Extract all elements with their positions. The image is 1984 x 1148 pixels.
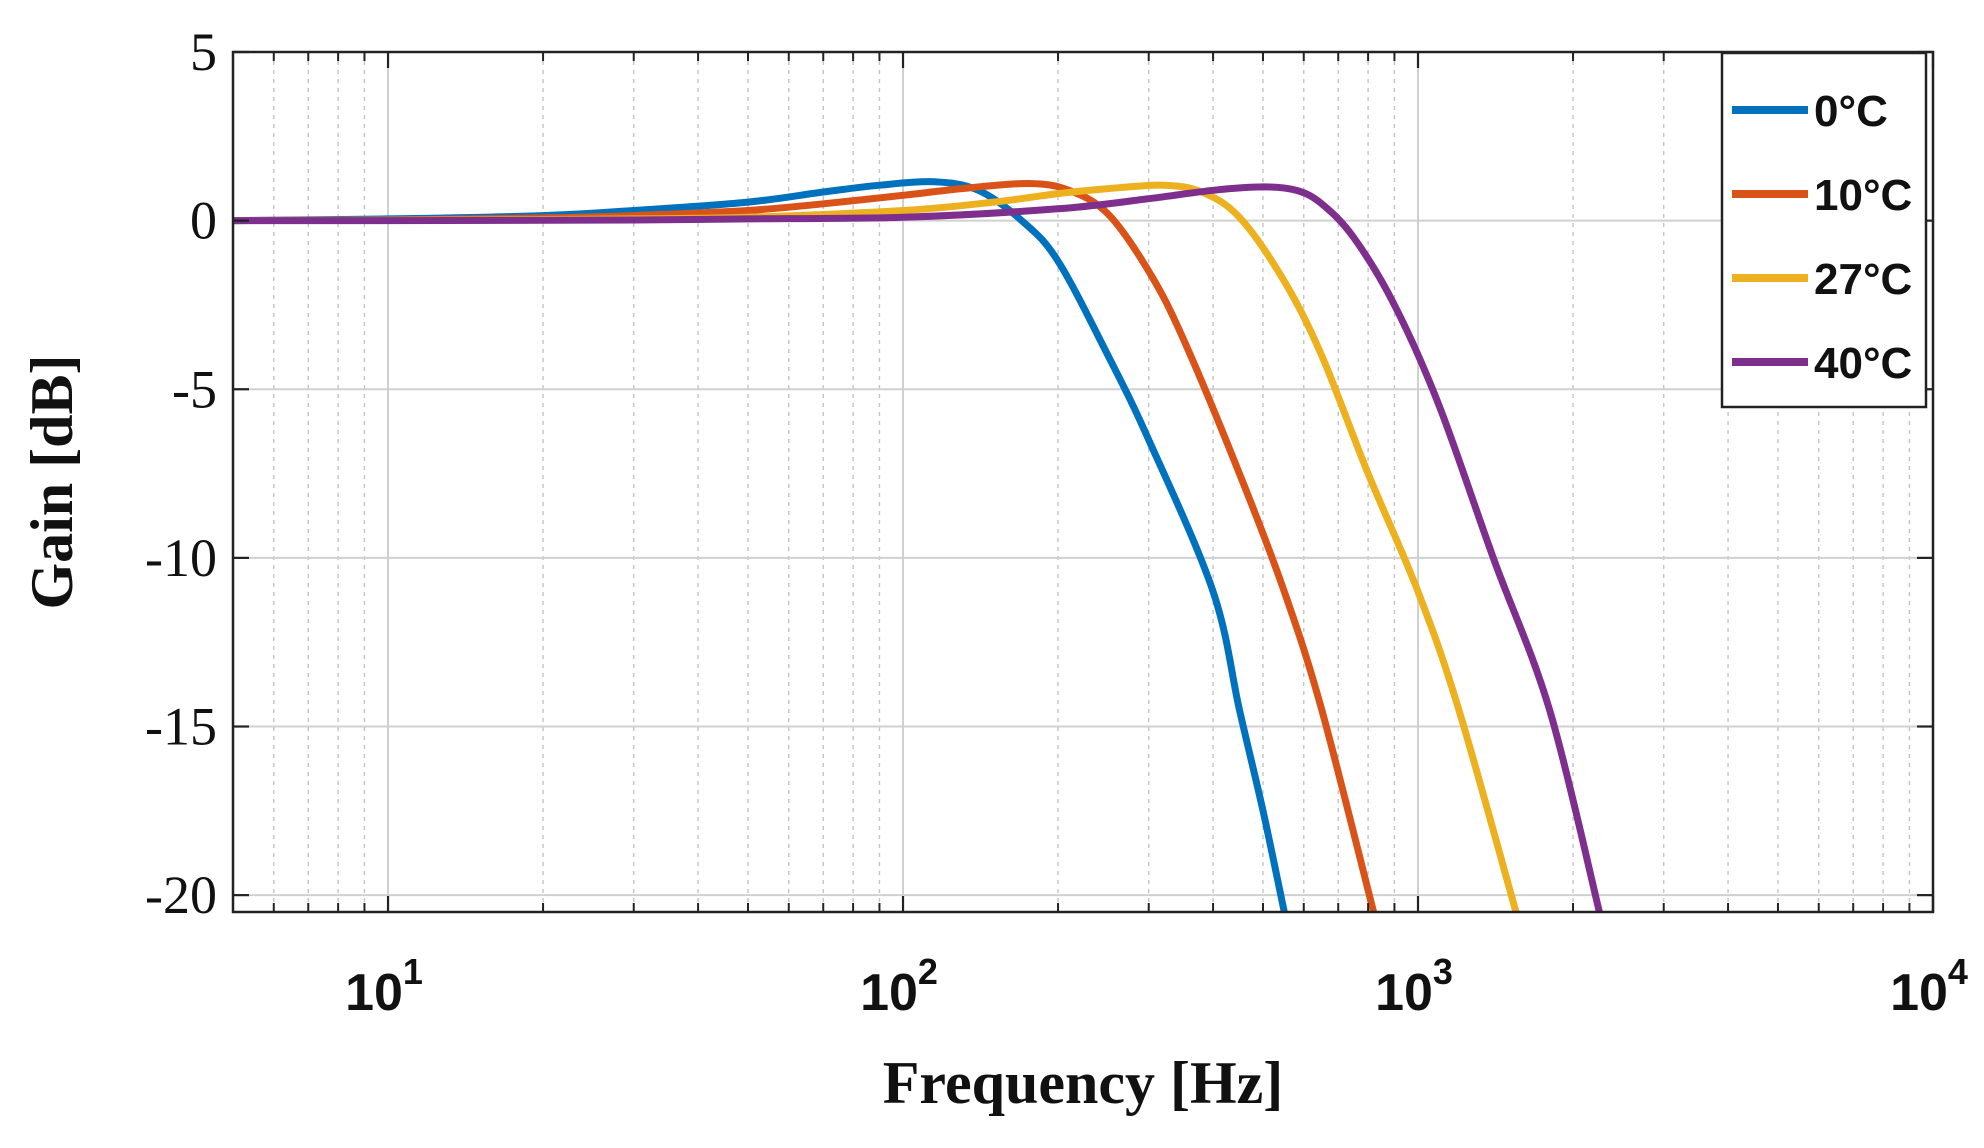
series-line <box>233 183 1603 912</box>
axis-ticks <box>232 50 1935 912</box>
y-tick-label: -15 <box>145 697 217 757</box>
plot-background <box>233 52 1933 912</box>
y-tick-label: 0 <box>190 191 217 251</box>
y-tick-label: -10 <box>145 528 217 588</box>
x-tick-label: 102 <box>860 951 938 1022</box>
y-tick-label: -5 <box>172 359 217 419</box>
y-tick-label: 5 <box>190 22 217 82</box>
legend-label: 40°C <box>1814 339 1912 388</box>
x-tick-label: 101 <box>345 951 423 1022</box>
legend-label: 10°C <box>1814 171 1912 220</box>
y-tick-label: -20 <box>145 865 217 925</box>
series-lines <box>233 178 1603 912</box>
legend: 0°C 10°C 27°C 40°C <box>1720 51 1928 409</box>
legend-label: 27°C <box>1814 255 1912 304</box>
x-tick-label: 103 <box>1375 951 1453 1022</box>
x-axis-label: Frequency [Hz] <box>883 1050 1283 1116</box>
plot-frame <box>231 50 1935 914</box>
y-tick-labels: 5 0 -5 -10 -15 -20 <box>145 22 217 925</box>
x-tick-label: 104 <box>1890 951 1968 1022</box>
x-tick-labels: 101 102 103 104 <box>345 951 1968 1022</box>
legend-label: 0°C <box>1814 87 1888 136</box>
y-axis-label: Gain [dB] <box>19 354 85 609</box>
